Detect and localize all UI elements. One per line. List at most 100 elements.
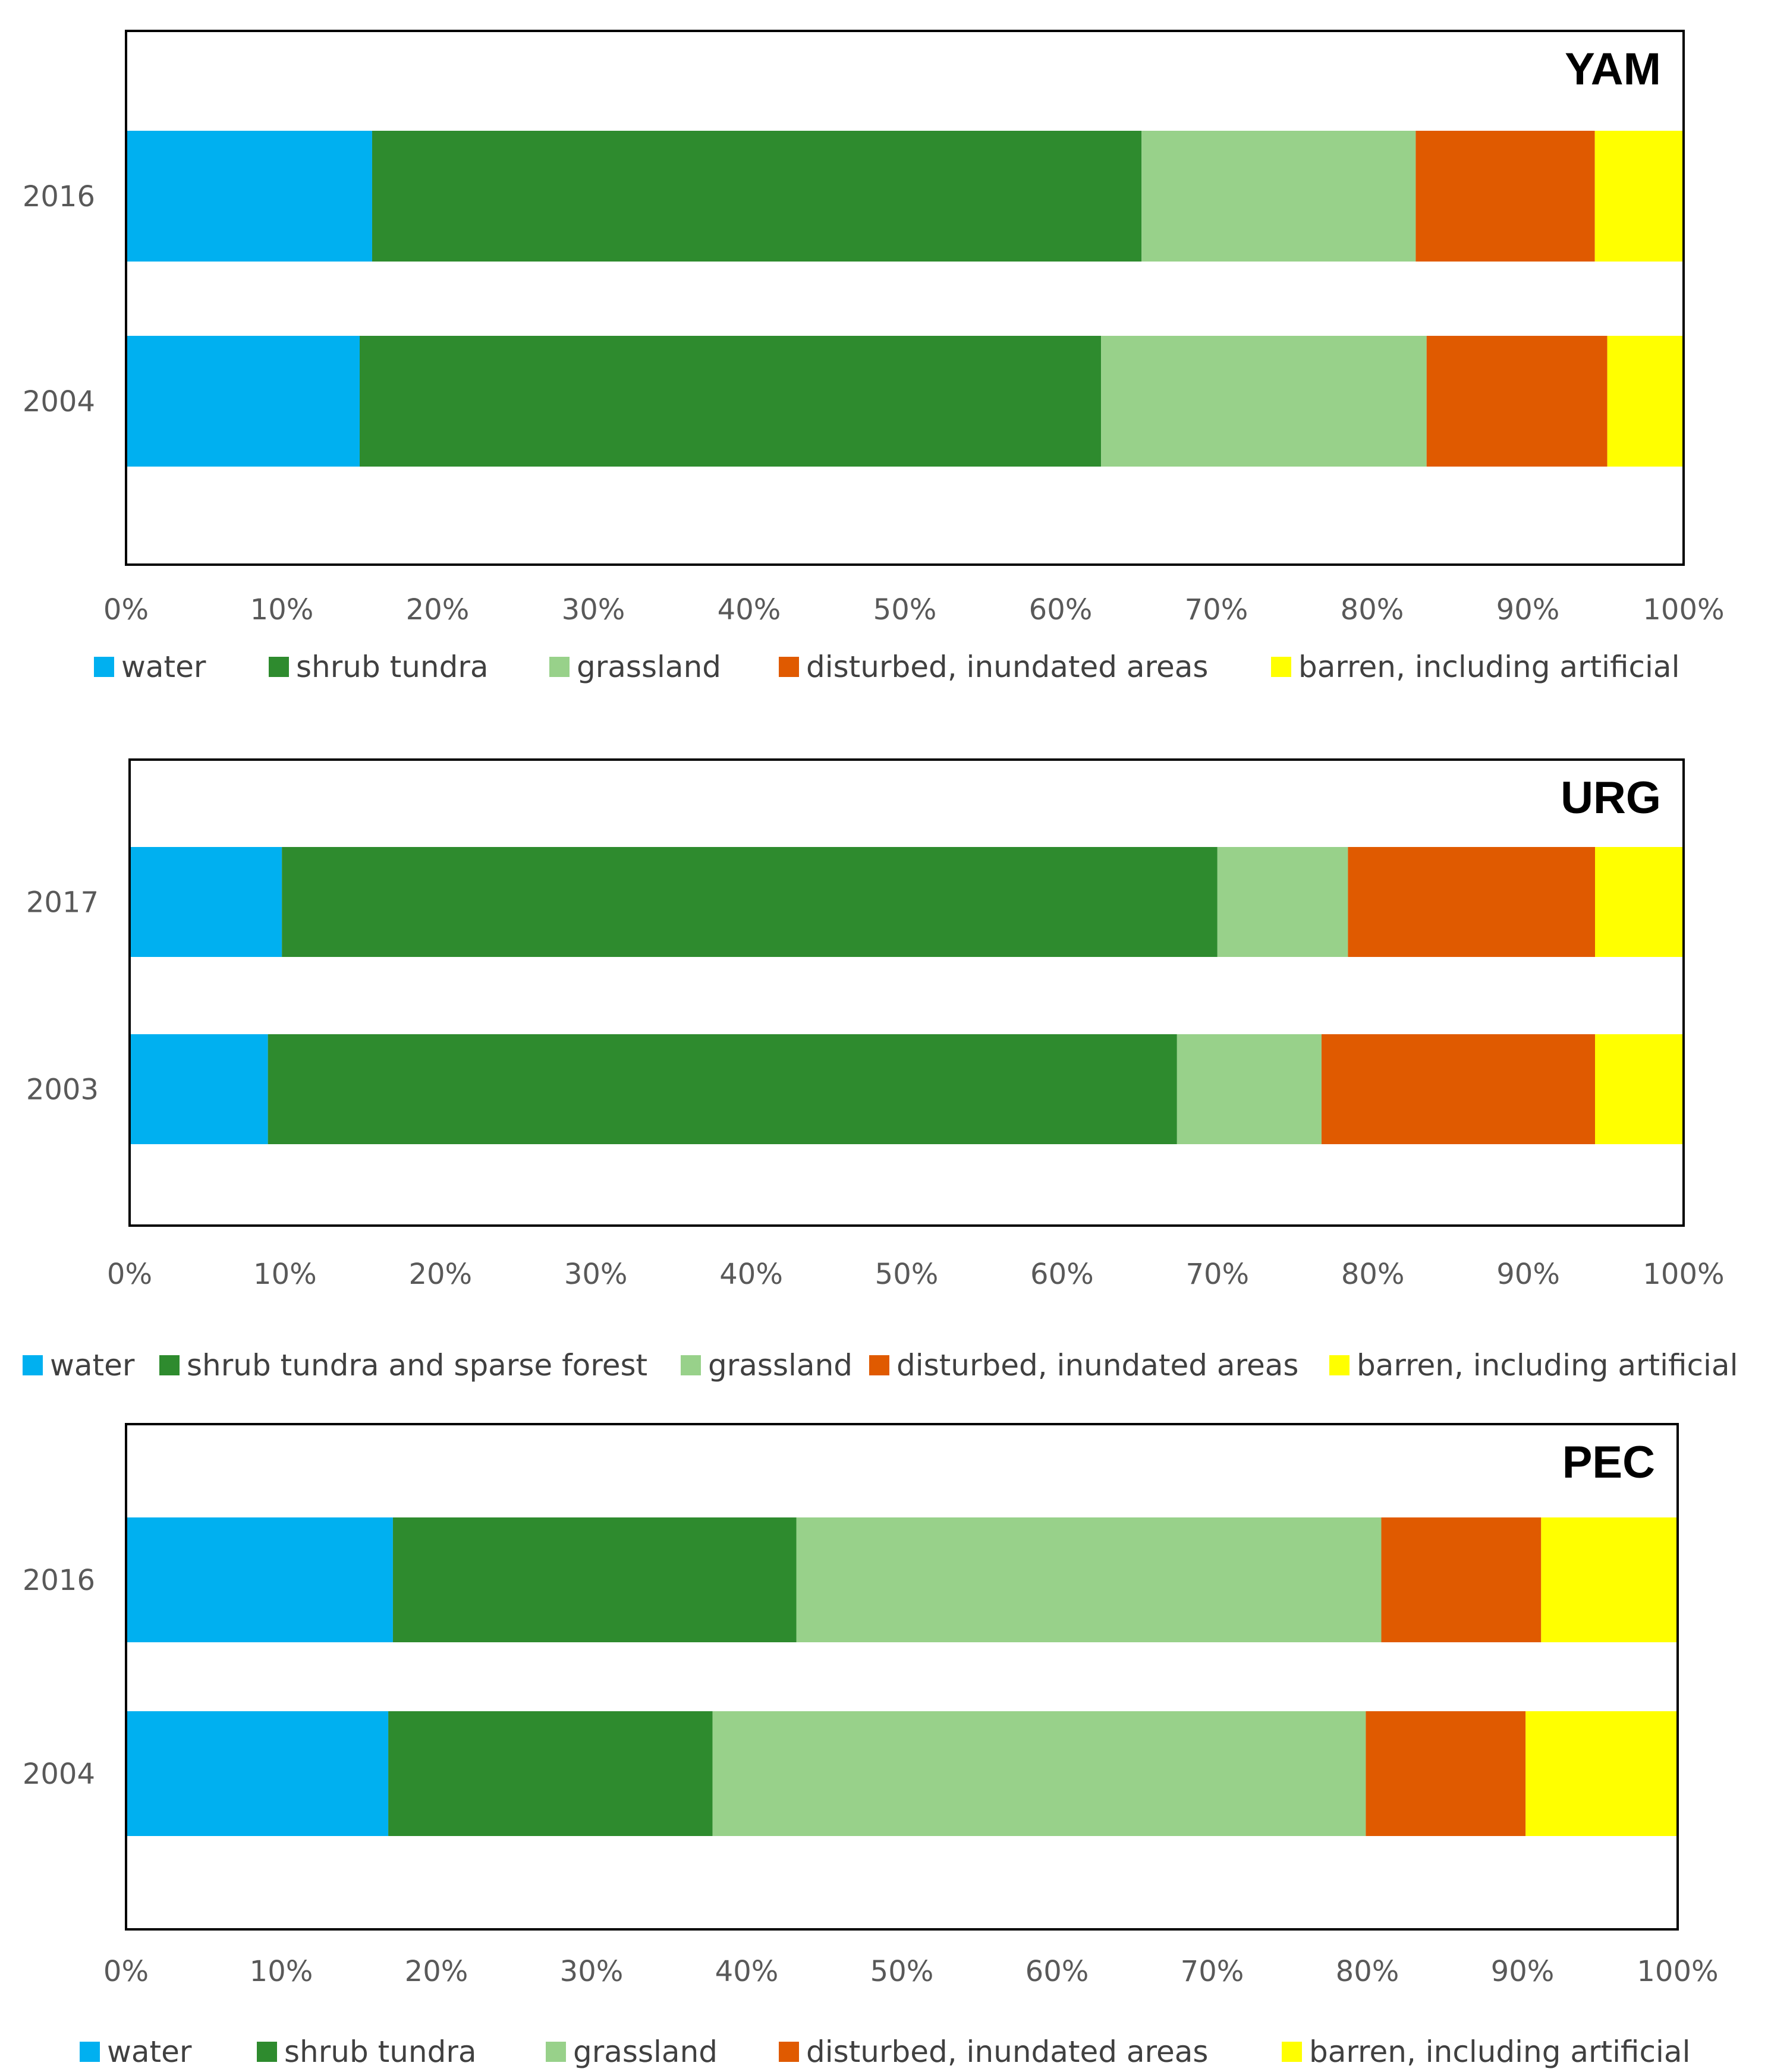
legend-label-water: water bbox=[121, 650, 206, 684]
y-tick-label: 2016 bbox=[23, 180, 95, 213]
x-tick-label: 90% bbox=[1496, 1258, 1560, 1291]
legend-item-water: water bbox=[80, 2033, 191, 2071]
legend-item-shrub: shrub tundra and sparse forest bbox=[159, 1346, 647, 1384]
x-tick-label: 20% bbox=[408, 1258, 472, 1291]
legend-yam: water shrub tundra grassland disturbed, … bbox=[0, 648, 1771, 686]
bar-2003-water bbox=[130, 1034, 268, 1144]
x-tick-label: 0% bbox=[107, 1258, 152, 1291]
chart-title: YAM bbox=[1565, 44, 1661, 95]
legend-swatch-barren bbox=[1329, 1355, 1350, 1375]
chart-panel-yam: 2016 2004 YAM 0% 10% 20% 30% 40% 50% 60% 70% 80% 90%… bbox=[0, 0, 1771, 701]
x-tick-label: 20% bbox=[406, 593, 470, 626]
bar-2016-shrub bbox=[392, 1517, 797, 1642]
bar-2017-barren bbox=[1595, 847, 1684, 957]
x-tick-label: 60% bbox=[1026, 1955, 1089, 1988]
x-tick-label: 70% bbox=[1185, 1258, 1249, 1291]
chart-urg: 2017 2003 URG 0% 10% 20% 30% 40% 50% 60% 70% 80% 90%… bbox=[26, 758, 1725, 1291]
bar-2017-shrub bbox=[282, 847, 1218, 957]
bar-2017-disturbed bbox=[1348, 847, 1596, 957]
x-tick-label: 10% bbox=[250, 593, 314, 626]
bar-2016-barren bbox=[1541, 1517, 1678, 1642]
legend-item-disturbed: disturbed, inundated areas bbox=[779, 648, 1208, 686]
legend-item-barren: barren, including artificial bbox=[1282, 2033, 1690, 2071]
chart-title: URG bbox=[1561, 773, 1661, 823]
bar-2004-barren bbox=[1525, 1711, 1678, 1836]
x-tick-label: 80% bbox=[1341, 593, 1404, 626]
plot-frame bbox=[125, 1423, 1679, 1931]
bar-2004-water bbox=[126, 1711, 389, 1836]
bar-2016-grass bbox=[796, 1517, 1382, 1642]
x-tick-label: 0% bbox=[103, 1955, 149, 1988]
bar-2016-barren bbox=[1594, 131, 1684, 262]
legend-label-grassland: grassland bbox=[577, 650, 721, 684]
x-tick-label: 100% bbox=[1643, 593, 1724, 626]
y-tick-label: 2017 bbox=[26, 886, 99, 920]
x-tick-label: 50% bbox=[873, 593, 937, 626]
x-tick-label: 60% bbox=[1030, 1258, 1094, 1291]
legend-item-barren: barren, including artificial bbox=[1271, 648, 1679, 686]
x-tick-label: 80% bbox=[1336, 1955, 1399, 1988]
y-tick-label: 2016 bbox=[23, 1564, 95, 1597]
x-tick-label: 30% bbox=[560, 1955, 624, 1988]
x-tick-label: 90% bbox=[1496, 593, 1560, 626]
legend-label-shrub: shrub tundra bbox=[296, 650, 489, 684]
bar-2017-grass bbox=[1217, 847, 1348, 957]
x-tick-label: 20% bbox=[405, 1955, 468, 1988]
legend-item-barren: barren, including artificial bbox=[1329, 1346, 1738, 1384]
bar-2003-shrub bbox=[268, 1034, 1177, 1144]
legend-label-barren: barren, including artificial bbox=[1309, 2035, 1691, 2069]
legend-swatch-grassland bbox=[681, 1355, 701, 1375]
bar-2016-water bbox=[126, 1517, 393, 1642]
chart-title: PEC bbox=[1562, 1437, 1655, 1488]
chart-panel-urg: 2017 2003 URG 0% 10% 20% 30% 40% 50% 60% 70% 80% 90%… bbox=[0, 725, 1771, 1397]
x-tick-label: 30% bbox=[562, 593, 625, 626]
legend-label-disturbed: disturbed, inundated areas bbox=[806, 2035, 1209, 2069]
x-tick-label: 10% bbox=[253, 1258, 317, 1291]
x-tick-label: 100% bbox=[1643, 1258, 1724, 1291]
chart-pec: 2016 2004 PEC 0% 10% 20% 30% 40% 50% 60% 70% 80% 90%… bbox=[23, 1423, 1719, 1988]
x-tick-label: 50% bbox=[875, 1258, 939, 1291]
legend-swatch-barren bbox=[1282, 2042, 1302, 2062]
bar-2004-shrub bbox=[388, 1711, 713, 1836]
bar-2016-disturbed bbox=[1381, 1517, 1542, 1642]
legend-swatch-water bbox=[80, 2042, 100, 2062]
legend-swatch-grassland bbox=[549, 657, 570, 677]
bar-2016-water bbox=[126, 131, 372, 262]
bar-2004-grass bbox=[712, 1711, 1366, 1836]
bar-2017-water bbox=[130, 847, 282, 957]
bar-2004-barren bbox=[1607, 336, 1684, 467]
legend-label-barren: barren, including artificial bbox=[1357, 1348, 1738, 1383]
bar-2003-grass bbox=[1177, 1034, 1322, 1144]
legend-label-disturbed: disturbed, inundated areas bbox=[896, 1348, 1299, 1383]
bar-2004-shrub bbox=[360, 336, 1102, 467]
bar-2003-disturbed bbox=[1321, 1034, 1596, 1144]
bar-2016-grass bbox=[1141, 131, 1416, 262]
legend-item-water: water bbox=[94, 648, 206, 686]
bar-2004-grass bbox=[1101, 336, 1427, 467]
legend-swatch-disturbed bbox=[869, 1355, 889, 1375]
x-tick-label: 10% bbox=[250, 1955, 313, 1988]
legend-swatch-water bbox=[94, 657, 114, 677]
x-tick-label: 100% bbox=[1637, 1955, 1718, 1988]
x-tick-label: 40% bbox=[718, 593, 781, 626]
legend-label-shrub: shrub tundra and sparse forest bbox=[187, 1348, 648, 1383]
plot-frame bbox=[128, 758, 1685, 1227]
legend-swatch-water bbox=[23, 1355, 43, 1375]
legend-label-water: water bbox=[50, 1348, 135, 1383]
chart-panel-pec: 2016 2004 PEC 0% 10% 20% 30% 40% 50% 60% 70% 80% 90%… bbox=[0, 1415, 1771, 2071]
legend-label-shrub: shrub tundra bbox=[284, 2035, 477, 2069]
legend-item-grassland: grassland bbox=[681, 1346, 853, 1384]
x-tick-label: 30% bbox=[564, 1258, 628, 1291]
bar-2004-disturbed bbox=[1426, 336, 1608, 467]
x-tick-label: 40% bbox=[719, 1258, 783, 1291]
x-tick-label: 70% bbox=[1181, 1955, 1244, 1988]
bar-2004-water bbox=[126, 336, 360, 467]
legend-label-barren: barren, including artificial bbox=[1298, 650, 1680, 684]
bar-2016-shrub bbox=[372, 131, 1142, 262]
legend-urg: water shrub tundra and sparse forest gra… bbox=[0, 1346, 1771, 1384]
x-tick-label: 40% bbox=[715, 1955, 779, 1988]
legend-swatch-disturbed bbox=[779, 657, 799, 677]
x-tick-label: 0% bbox=[103, 593, 149, 626]
chart-yam: 2016 2004 YAM 0% 10% 20% 30% 40% 50% 60% 70% 80% 90%… bbox=[23, 30, 1725, 626]
legend-item-shrub: shrub tundra bbox=[257, 2033, 477, 2071]
